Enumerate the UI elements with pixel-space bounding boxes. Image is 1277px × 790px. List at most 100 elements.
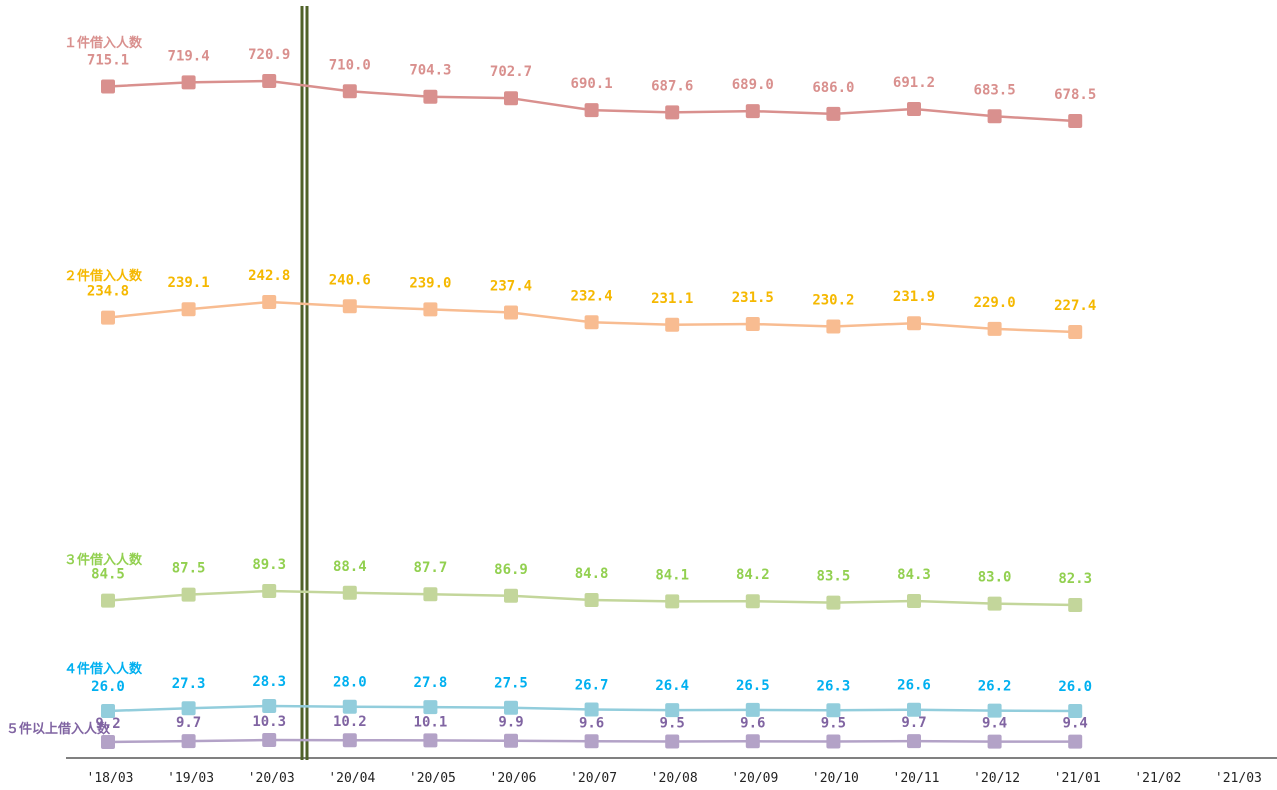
x-tick-label: '21/01 xyxy=(1054,771,1101,786)
data-label: 231.5 xyxy=(732,290,774,306)
x-tick-label: '20/08 xyxy=(651,771,698,786)
data-point xyxy=(584,702,599,717)
data-label: 720.9 xyxy=(248,47,290,63)
data-point xyxy=(262,584,277,598)
x-tick-labels: '18/03 '19/03 '20/03 '20/04 '20/05 '20/06 '20/… xyxy=(87,771,1262,786)
data-label: 239.0 xyxy=(409,275,451,291)
data-point xyxy=(423,89,438,104)
data-label: 84.2 xyxy=(736,567,770,583)
data-label: 10.3 xyxy=(252,714,286,730)
x-tick-label: '20/06 xyxy=(490,771,537,786)
data-point xyxy=(987,703,1002,718)
data-point xyxy=(907,702,921,717)
series-5: 9.2 9.7 10.3 10.2 10.1 9.9 9.6 9.5 9.6 9.5 9.7 9.4 9… xyxy=(6,714,1088,749)
data-label: 27.5 xyxy=(494,676,528,692)
x-tick-label: '20/04 xyxy=(328,771,375,786)
data-label: 231.1 xyxy=(651,291,693,307)
series-name: ４件借入人数 xyxy=(64,661,143,677)
data-point xyxy=(262,74,277,88)
data-point xyxy=(423,700,438,715)
data-label: 9.9 xyxy=(498,715,523,731)
data-label: 691.2 xyxy=(893,75,935,91)
data-point xyxy=(423,733,438,748)
data-point xyxy=(745,594,760,609)
series-name: ５件以上借入人数 xyxy=(6,721,111,737)
data-point xyxy=(101,704,115,718)
data-point xyxy=(262,295,277,309)
data-point xyxy=(262,733,277,747)
data-label: 84.1 xyxy=(655,567,689,583)
data-point xyxy=(987,596,1002,611)
data-label: 240.6 xyxy=(329,272,371,288)
data-point xyxy=(262,699,277,713)
data-point xyxy=(907,594,921,608)
data-label: 242.8 xyxy=(248,268,290,284)
data-point xyxy=(181,75,196,90)
data-point xyxy=(745,702,760,717)
data-point xyxy=(987,321,1002,336)
data-label: 710.0 xyxy=(329,57,371,73)
period-divider xyxy=(300,6,309,760)
data-label: 230.2 xyxy=(812,293,854,309)
data-label: 86.9 xyxy=(494,562,528,578)
data-point xyxy=(504,700,518,715)
data-label: 84.5 xyxy=(91,567,125,583)
x-tick-label: '18/03 xyxy=(87,771,134,786)
data-label: 9.6 xyxy=(740,715,765,731)
data-point xyxy=(181,734,196,749)
series-3: 84.5 87.5 89.3 88.4 87.7 86.9 84.8 84.1 84.2 83.5… xyxy=(64,552,1092,612)
data-point xyxy=(826,106,841,121)
series-1: 715.1 719.4 720.9 710.0 704.3 702.7 690.1 687.6… xyxy=(64,35,1096,128)
data-label: 715.1 xyxy=(87,53,129,69)
data-point xyxy=(826,734,841,749)
data-point xyxy=(101,735,115,749)
data-label: 84.3 xyxy=(897,567,931,583)
data-point xyxy=(665,317,680,332)
data-point xyxy=(907,734,921,749)
data-label: 687.6 xyxy=(651,78,693,94)
data-label: 9.5 xyxy=(821,716,846,732)
data-point xyxy=(584,103,599,118)
data-point xyxy=(987,734,1002,749)
series-name: ２件借入人数 xyxy=(64,268,143,284)
data-point xyxy=(987,109,1002,124)
data-label: 83.5 xyxy=(817,569,851,585)
data-label: 84.8 xyxy=(575,566,609,582)
data-point xyxy=(665,703,680,718)
data-point xyxy=(1068,734,1083,749)
data-label: 9.6 xyxy=(579,715,604,731)
data-point xyxy=(101,310,115,325)
data-point xyxy=(1068,704,1083,718)
data-point xyxy=(181,587,196,602)
data-point xyxy=(504,305,518,320)
data-point xyxy=(342,585,357,600)
data-point xyxy=(745,317,760,331)
data-point xyxy=(665,105,680,120)
data-label: 87.5 xyxy=(172,561,206,577)
data-label: 229.0 xyxy=(974,295,1016,311)
data-label: 10.2 xyxy=(333,714,367,730)
data-label: 26.7 xyxy=(575,678,609,694)
data-point xyxy=(342,733,357,748)
data-point xyxy=(504,733,518,748)
series-name: １件借入人数 xyxy=(64,35,143,51)
series-4: 26.0 27.3 28.3 28.0 27.8 27.5 26.7 26.4 26.5 26.3… xyxy=(64,661,1092,718)
data-label: 234.8 xyxy=(87,284,129,300)
data-label: 232.4 xyxy=(571,288,613,304)
data-point xyxy=(423,302,438,317)
data-label: 26.0 xyxy=(91,679,125,695)
data-point xyxy=(584,734,599,749)
data-label: 686.0 xyxy=(812,80,854,96)
data-label: 237.4 xyxy=(490,279,532,295)
data-label: 683.5 xyxy=(974,82,1016,98)
data-point xyxy=(504,91,518,106)
data-point xyxy=(504,588,518,603)
series-name: ３件借入人数 xyxy=(64,552,143,568)
data-point xyxy=(1068,114,1083,128)
data-label: 719.4 xyxy=(168,48,210,64)
data-label: 704.3 xyxy=(409,63,451,79)
x-tick-label: '20/12 xyxy=(973,771,1020,786)
data-label: 678.5 xyxy=(1054,87,1096,103)
x-tick-label: '21/03 xyxy=(1215,771,1262,786)
